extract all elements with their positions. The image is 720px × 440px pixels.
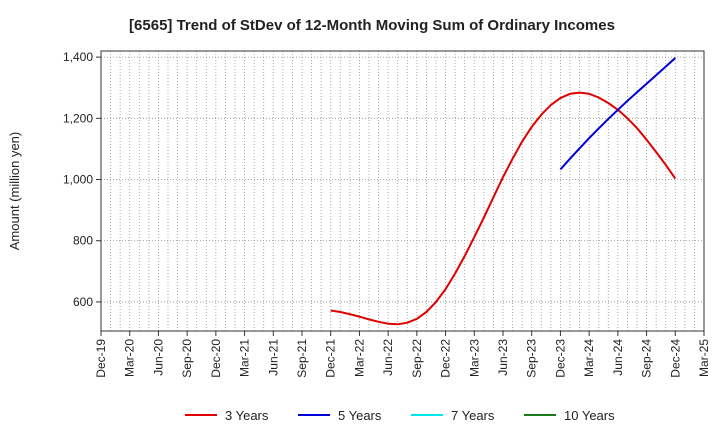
- plot-frame: [100, 50, 705, 332]
- x-tick-label: Sep-23: [525, 339, 539, 378]
- x-tick-label: Sep-21: [295, 339, 309, 378]
- x-tick-label: Mar-23: [467, 339, 481, 377]
- x-tick-label: Mar-20: [123, 339, 137, 377]
- legend-label-3-years: 3 Years: [225, 408, 269, 423]
- x-tick-label: Dec-20: [209, 339, 223, 378]
- legend: 3 Years 5 Years 7 Years 10 Years: [185, 408, 615, 423]
- x-tick-label: Mar-22: [352, 339, 366, 377]
- x-tick-label: Jun-22: [381, 339, 395, 376]
- x-tick-label: Mar-21: [238, 339, 252, 377]
- legend-label-5-years: 5 Years: [338, 408, 382, 423]
- plot-area: 600 800 1,000 1,200 1,400 Dec-19 Mar-20 Jun-20 S…: [63, 50, 711, 378]
- x-tick-label: Mar-24: [582, 339, 596, 377]
- x-tick-label: Dec-23: [553, 339, 567, 378]
- x-tick-label: Dec-24: [668, 339, 682, 378]
- y-tick-label: 1,000: [63, 173, 93, 187]
- y-tick-label: 1,400: [63, 50, 93, 64]
- legend-label-10-years: 10 Years: [564, 408, 615, 423]
- x-tick-label: Sep-24: [640, 339, 654, 378]
- y-tick-label: 600: [73, 295, 93, 309]
- legend-label-7-years: 7 Years: [451, 408, 495, 423]
- x-tick-label: Jun-21: [266, 339, 280, 376]
- y-tick-label: 800: [73, 234, 93, 248]
- x-tick-label: Jun-24: [611, 339, 625, 376]
- x-tick-label: Jun-20: [151, 339, 165, 376]
- x-tick-label: Dec-21: [324, 339, 338, 378]
- y-axis-label: Amount (million yen): [7, 132, 22, 251]
- x-tick-label: Mar-25: [697, 339, 711, 377]
- chart-title: [6565] Trend of StDev of 12-Month Moving…: [129, 17, 615, 34]
- x-tick-label: Sep-20: [180, 339, 194, 378]
- plot-background: [101, 51, 704, 331]
- x-tick-label: Dec-19: [94, 339, 108, 378]
- y-tick-label: 1,200: [63, 111, 93, 125]
- x-tick-label: Sep-22: [410, 339, 424, 378]
- x-tick-label: Jun-23: [496, 339, 510, 376]
- x-tick-label: Dec-22: [439, 339, 453, 378]
- series-line-5-years: [559, 57, 676, 171]
